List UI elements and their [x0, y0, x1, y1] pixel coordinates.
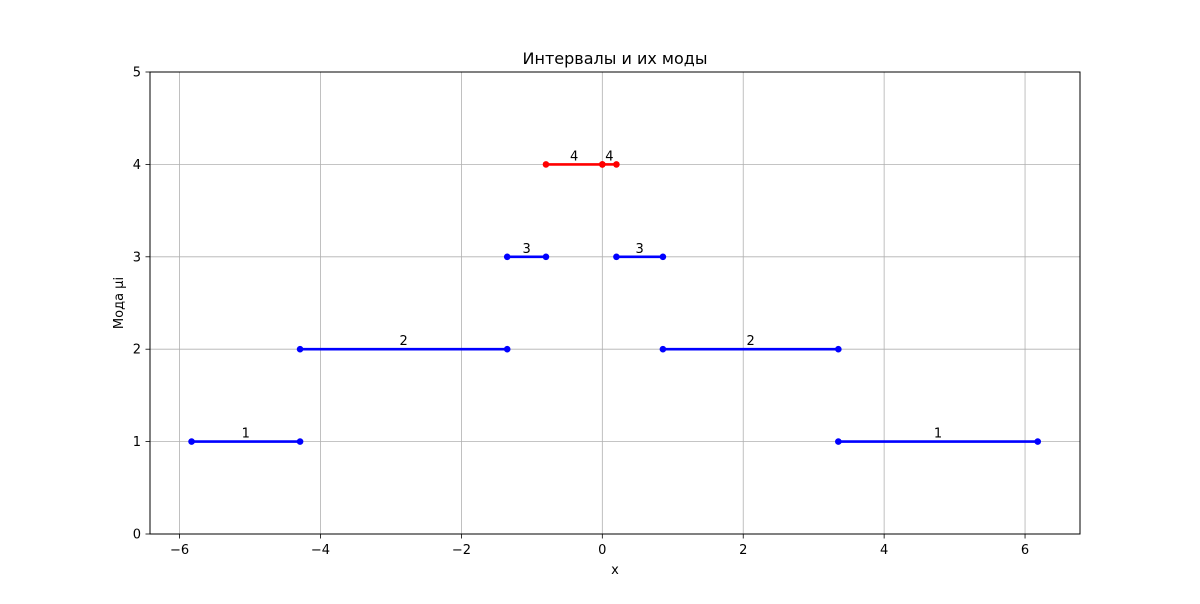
interval-end-point [296, 438, 304, 445]
interval-end-point [835, 345, 842, 353]
interval-end-point [542, 253, 550, 261]
interval-1 [296, 345, 511, 353]
y-tick-label: 4 [133, 158, 141, 173]
interval-5 [613, 253, 667, 261]
axes-frame [149, 71, 1081, 535]
interval-mode-label: 2 [399, 334, 407, 349]
interval-mode-label: 4 [605, 149, 613, 164]
interval-start-point [613, 253, 620, 261]
interval-start-point [503, 253, 511, 261]
interval-start-point [542, 161, 550, 168]
y-tick-label: 3 [133, 250, 141, 265]
y-axis-label: Мода μi [112, 277, 127, 329]
x-tick-label: −6 [170, 543, 189, 558]
interval-end-point [659, 253, 667, 261]
interval-6 [659, 345, 842, 353]
interval-mode-label: 3 [522, 242, 530, 257]
interval-start-point [296, 345, 304, 353]
x-axis-label: x [611, 563, 619, 578]
chart-title: Интервалы и их моды [523, 49, 708, 68]
interval-start-point [659, 345, 667, 353]
interval-mode-label: 4 [570, 149, 578, 164]
x-tick-label: −2 [452, 543, 471, 558]
interval-7 [835, 438, 1042, 445]
y-tick-label: 2 [133, 343, 141, 358]
interval-start-point [188, 438, 195, 445]
y-tick-label: 0 [133, 528, 141, 543]
interval-start-point [835, 438, 842, 445]
series-layer [188, 161, 1042, 445]
interval-0 [188, 438, 304, 445]
interval-4 [599, 161, 620, 168]
y-tick-label: 5 [133, 66, 141, 81]
interval-2 [503, 253, 550, 261]
interval-mode-label: 3 [636, 242, 644, 257]
y-tick-label: 1 [133, 435, 141, 450]
interval-mode-label: 1 [934, 427, 942, 442]
interval-end-point [503, 345, 511, 353]
interval-mode-label: 1 [242, 427, 250, 442]
x-tick-label: 0 [598, 543, 606, 558]
tick-layer: −6 −4 −2 0 2 4 6 0 1 2 3 4 5 [133, 66, 1029, 559]
interval-start-point [599, 161, 606, 168]
x-tick-label: −4 [311, 543, 330, 558]
x-tick-label: 6 [1021, 543, 1029, 558]
x-tick-label: 2 [739, 543, 747, 558]
interval-end-point [1034, 438, 1042, 445]
label-layer: 1 2 3 4 4 3 2 1 [242, 149, 942, 441]
interval-end-point [613, 161, 620, 168]
x-tick-label: 4 [880, 543, 888, 558]
interval-mode-label: 2 [746, 334, 754, 349]
